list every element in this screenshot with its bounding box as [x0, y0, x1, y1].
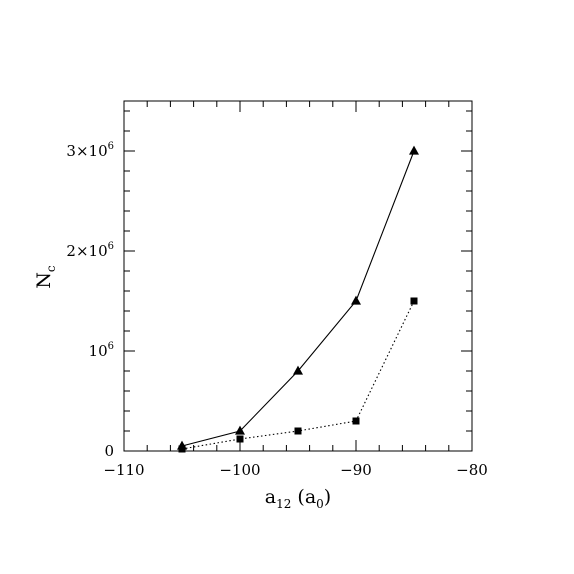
y-tick-label: 3×106 [66, 141, 114, 160]
series-layer [177, 145, 419, 453]
series-line [181, 300, 415, 450]
y-tick-label: 0 [104, 442, 114, 460]
series-square [178, 297, 418, 453]
x-tick-label: −90 [340, 461, 372, 479]
square-marker [352, 417, 360, 425]
x-axis-title-base: a [265, 486, 276, 508]
square-marker [236, 435, 244, 443]
y-axis-title-base: N [33, 272, 55, 289]
x-tick-label: −110 [103, 461, 144, 479]
square-marker [410, 297, 418, 305]
triangle-marker [293, 365, 303, 375]
x-axis-title-close-paren: ) [324, 486, 331, 508]
x-axis-unit-sub: 0 [316, 497, 324, 511]
triangle-marker [235, 425, 245, 435]
square-marker [178, 445, 186, 453]
series-triangle [177, 145, 419, 450]
y-tick-label: 106 [89, 341, 114, 360]
tick-labels: −110 −100 −90 −80 0 106 2×106 3×106 [66, 141, 487, 479]
y-axis-title-sub: c [44, 265, 58, 272]
x-axis-unit-base: a [305, 486, 316, 508]
triangle-marker [409, 145, 419, 155]
triangle-marker [351, 295, 361, 305]
series-line [181, 150, 415, 447]
x-axis-title-open-paren: ( [291, 486, 304, 508]
x-axis-title-sub: 12 [276, 497, 291, 511]
square-marker [294, 427, 302, 435]
y-tick-label: 2×106 [66, 241, 114, 260]
x-axis-title: a12 (a0) [265, 486, 331, 511]
y-axis-title: Nc [33, 265, 58, 289]
x-tick-label: −80 [456, 461, 488, 479]
x-tick-label: −100 [219, 461, 260, 479]
svg-text:Nc: Nc [33, 265, 58, 289]
axis-ticks [123, 101, 473, 452]
plot-frame [123, 100, 473, 452]
